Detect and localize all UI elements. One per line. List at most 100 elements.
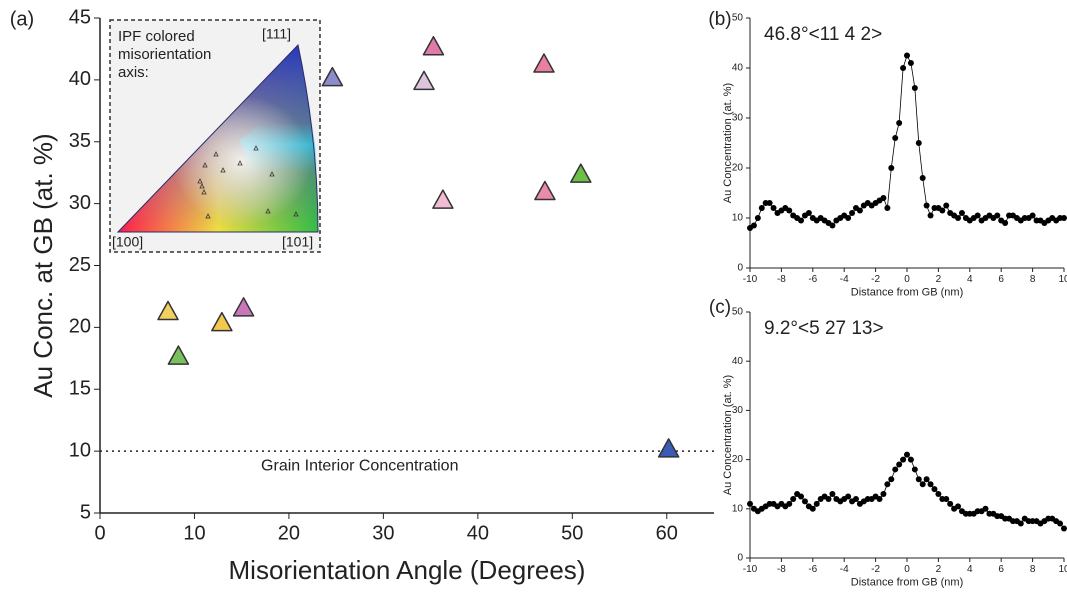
x-tick-label: 50 <box>561 522 583 544</box>
point <box>798 493 805 500</box>
point <box>884 481 891 488</box>
point <box>904 52 910 59</box>
panel: (b) -10 -8 -6 -4 -2 0 2 4 6 8 10 0 10 20 30 40 50 Distance… <box>708 9 1067 298</box>
x-tick-label: -10 <box>743 564 758 575</box>
y-tick-label: 45 <box>69 6 91 28</box>
y-tick-label: 25 <box>69 254 91 276</box>
x-tick-label: 0 <box>904 564 910 575</box>
x-tick-label: 30 <box>372 522 394 544</box>
point <box>798 217 805 224</box>
point <box>884 205 891 211</box>
point <box>829 491 836 498</box>
corner-label: [111] <box>262 26 291 42</box>
point <box>931 486 938 493</box>
x-tick-label: -8 <box>777 564 786 575</box>
point <box>533 53 555 73</box>
x-tick-label: 4 <box>967 564 973 575</box>
point <box>1057 520 1064 527</box>
panel: (c) -10 -8 -6 -4 -2 0 2 4 6 8 10 0 10 20 30 40 50 Distance… <box>709 297 1067 588</box>
point <box>982 505 989 512</box>
ipf-outline <box>116 43 319 233</box>
x-tick-label: -8 <box>777 274 786 285</box>
point <box>801 498 808 505</box>
point <box>904 451 910 458</box>
point <box>829 222 836 229</box>
point <box>825 495 832 502</box>
point <box>232 297 255 317</box>
inset-points <box>197 145 299 219</box>
y-tick-label: 0 <box>737 263 743 274</box>
x-tick-label: -2 <box>871 564 880 575</box>
x-tick-label: -4 <box>840 564 849 575</box>
x-tick-label: -2 <box>871 274 880 285</box>
point <box>888 476 895 483</box>
point <box>955 503 962 510</box>
point <box>1061 215 1067 221</box>
point <box>167 345 190 365</box>
point <box>935 491 942 498</box>
point <box>892 135 899 141</box>
point <box>750 222 757 229</box>
panel: (a) 0 10 20 30 40 50 60 5 10 15 20 25 30 35 40 45 Misorie… <box>10 6 714 585</box>
x-tick-label: -6 <box>808 274 817 285</box>
point <box>570 163 592 183</box>
point <box>923 476 930 483</box>
point <box>321 66 344 87</box>
corner-label: [101] <box>282 234 313 250</box>
point <box>974 212 981 219</box>
panel-label: (a) <box>10 8 34 30</box>
y-tick-label: 15 <box>69 378 91 400</box>
point <box>758 205 765 211</box>
x-tick-label: 60 <box>656 522 678 544</box>
point <box>958 210 965 216</box>
x-tick-label: 8 <box>1030 274 1036 285</box>
x-tick-label: 8 <box>1030 564 1036 575</box>
point <box>1061 525 1067 532</box>
y-tick-label: 40 <box>732 63 744 74</box>
x-tick-label: -10 <box>743 274 758 285</box>
point <box>747 500 753 507</box>
y-tick-label: 30 <box>732 405 744 416</box>
x-tick-label: 0 <box>904 274 910 285</box>
y-tick-label: 20 <box>732 163 744 174</box>
y-tick-label: 5 <box>80 501 91 523</box>
x-tick-label: 2 <box>936 274 942 285</box>
y-tick-label: 35 <box>69 130 91 152</box>
x-tick-label: 20 <box>278 522 300 544</box>
corner-label: [100] <box>112 234 143 250</box>
line <box>749 54 1064 229</box>
x-axis-label: Distance from GB (nm) <box>851 576 963 588</box>
x-tick-label: 10 <box>183 522 205 544</box>
x-tick-label: 10 <box>1058 564 1067 575</box>
inset: IPF colored misorientation axis: [111] [… <box>109 19 321 253</box>
y-tick-label: 10 <box>732 213 744 224</box>
x-tick-label: 2 <box>936 564 942 575</box>
point <box>900 65 907 71</box>
y-axis-label: Au Conc. at GB (at. %) <box>28 133 58 397</box>
point <box>907 456 914 463</box>
point <box>805 210 812 216</box>
point <box>900 456 907 463</box>
point <box>1029 212 1036 219</box>
point <box>896 120 903 126</box>
x-tick-label: 40 <box>467 522 489 544</box>
x-tick-label: 4 <box>967 274 973 285</box>
point <box>907 60 914 66</box>
point <box>845 215 852 221</box>
point <box>947 500 954 507</box>
point <box>845 493 852 500</box>
point <box>943 495 950 502</box>
annotation: 46.8°<11 4 2> <box>764 24 882 45</box>
reference-label: Grain Interior Concentration <box>261 457 458 474</box>
point <box>790 495 797 502</box>
y-tick-label: 10 <box>69 439 91 461</box>
point <box>770 205 777 211</box>
x-axis-label: Misorientation Angle (Degrees) <box>229 555 586 585</box>
point <box>211 311 233 332</box>
point <box>943 202 950 209</box>
x-tick-label: -4 <box>840 274 849 285</box>
x-tick-label: 6 <box>998 564 1004 575</box>
point <box>919 481 926 488</box>
